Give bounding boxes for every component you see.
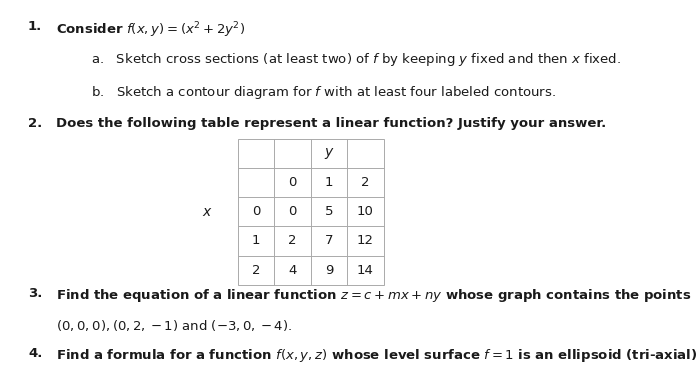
Text: 0: 0 [252, 205, 260, 218]
Text: 1: 1 [325, 176, 333, 189]
Text: 9: 9 [325, 264, 333, 277]
Text: 4.: 4. [28, 347, 43, 361]
Text: 4: 4 [288, 264, 297, 277]
Text: 2.: 2. [28, 117, 42, 130]
Text: b.   Sketch a contour diagram for $f$ with at least four labeled contours.: b. Sketch a contour diagram for $f$ with… [91, 84, 556, 101]
Text: 1: 1 [252, 234, 260, 247]
Text: 0: 0 [288, 205, 297, 218]
Text: 1.: 1. [28, 20, 42, 33]
Text: 14: 14 [357, 264, 374, 277]
Text: $(0,0,0), (0,2,-1)$ and $(-3,0,-4)$.: $(0,0,0), (0,2,-1)$ and $(-3,0,-4)$. [56, 318, 292, 333]
Text: 5: 5 [325, 205, 333, 218]
Text: 2: 2 [361, 176, 370, 189]
Text: 2: 2 [288, 234, 297, 247]
Text: 10: 10 [357, 205, 374, 218]
Bar [238, 139, 384, 285]
Text: 12: 12 [357, 234, 374, 247]
Text: 2: 2 [252, 264, 260, 277]
Text: Does the following table represent a linear function? Justify your answer.: Does the following table represent a lin… [56, 117, 606, 130]
Text: 3.: 3. [28, 287, 43, 300]
Text: $y$: $y$ [323, 146, 335, 161]
Text: 0: 0 [288, 176, 297, 189]
Text: $x$: $x$ [202, 205, 213, 219]
Text: a.   Sketch cross sections (at least two) of $f$ by keeping $y$ fixed and then $: a. Sketch cross sections (at least two) … [91, 51, 621, 68]
Text: 7: 7 [325, 234, 333, 247]
Text: Find a formula for a function $f(x, y, z)$ whose level surface $f = 1$ is an ell: Find a formula for a function $f(x, y, z… [56, 347, 697, 365]
Text: Find the equation of a linear function $z = c + mx + ny$ whose graph contains th: Find the equation of a linear function $… [56, 287, 692, 304]
Text: Consider $f(x, y) = (x^2 + 2y^2)$: Consider $f(x, y) = (x^2 + 2y^2)$ [56, 20, 245, 40]
